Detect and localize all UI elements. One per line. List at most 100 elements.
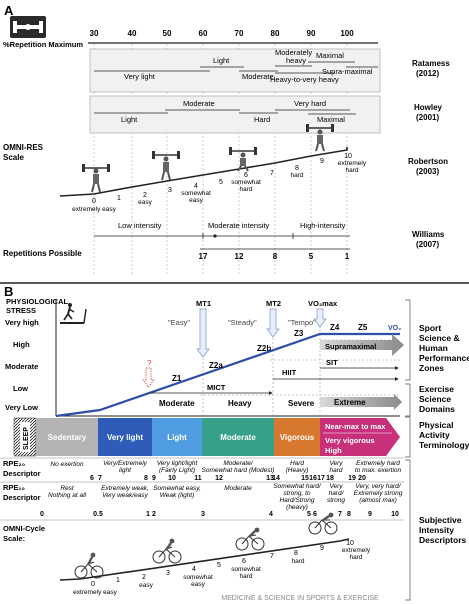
zone-labels: Z1 Z2a Z2b Z3 Z4 Z5 VO₂ bbox=[172, 323, 401, 383]
cyclist-icon bbox=[74, 552, 104, 579]
right-label: Physical bbox=[419, 420, 454, 430]
mt2-arrow bbox=[266, 308, 280, 338]
reps-value: 17 bbox=[199, 252, 208, 261]
rpe10-desc: Hard/Strong bbox=[279, 497, 314, 504]
robertson-ref-2: (2003) bbox=[416, 167, 439, 176]
right-label: Exercise bbox=[419, 384, 454, 394]
right-label: Subjective bbox=[419, 515, 462, 525]
tempo-steady: "Steady" bbox=[228, 318, 257, 327]
light-cell bbox=[152, 418, 202, 456]
reps-value: 5 bbox=[309, 252, 314, 261]
rpe20-desc: Extremely hard bbox=[356, 460, 400, 467]
tempo-tempo: "Tempo" bbox=[288, 318, 316, 327]
extreme-arrow bbox=[320, 394, 402, 410]
omni-cycle-label-2: Scale: bbox=[3, 534, 25, 543]
omni-cycle-desc: easy bbox=[139, 582, 153, 589]
sit-label: SIT bbox=[326, 358, 338, 367]
panel-a: A %Repetition Maximum 30 40 50 60 70 80 … bbox=[0, 3, 469, 284]
rpe10-desc: Moderate bbox=[224, 485, 252, 492]
scale-number: 9 bbox=[152, 475, 156, 482]
vigorous-label: Vigorous bbox=[280, 433, 315, 442]
ratamess-scale: Light Very light Moderate Moderately hea… bbox=[94, 48, 378, 84]
tick-label: 60 bbox=[199, 29, 208, 38]
omni-num: 6 bbox=[244, 172, 248, 179]
rpe10-desc: strong bbox=[327, 497, 345, 504]
ratamess-moderate: Moderate bbox=[242, 72, 274, 81]
rpe20-desc: Very light/light bbox=[157, 460, 199, 467]
omni-cycle-num: 10 bbox=[346, 540, 354, 547]
scale-number: 7 bbox=[338, 511, 342, 518]
scale-number: 6 bbox=[90, 475, 94, 482]
high-label: High bbox=[325, 446, 342, 455]
scale-number: 2 bbox=[152, 511, 156, 518]
rpe20-descriptors: No exertion Very/Extremely light Very li… bbox=[50, 460, 401, 474]
ratamess-ref-2: (2012) bbox=[416, 69, 439, 78]
panel-b: B PHYSIOLOGICAL STRESS Very high High Mo… bbox=[0, 284, 469, 602]
stress-label-2: STRESS bbox=[6, 306, 36, 315]
rpe20-desc: light bbox=[119, 467, 132, 474]
moderate-label: Moderate bbox=[220, 433, 256, 442]
howley-moderate: Moderate bbox=[183, 99, 215, 108]
ratamess-heavy-vh: Heavy-to-very heavy bbox=[270, 75, 339, 84]
omni-cycle-num: 7 bbox=[270, 553, 274, 560]
omni-num: 0 bbox=[92, 198, 96, 205]
omni-cycle-desc: hard bbox=[291, 558, 304, 565]
omni-res-label-2: Scale bbox=[3, 153, 24, 162]
hiit-label: HIIT bbox=[282, 368, 297, 377]
omni-cycle-desc: somewhat bbox=[183, 574, 213, 581]
scale-number: 11 bbox=[194, 475, 202, 482]
scale-number: 16 bbox=[309, 475, 317, 482]
tick-label: 40 bbox=[128, 29, 137, 38]
weightlifter-icon bbox=[82, 164, 110, 193]
rpe10-desc: Somewhat easy, bbox=[153, 485, 201, 492]
omni-cycle-num: 5 bbox=[217, 562, 221, 569]
rpe10-desc: Extremely strong bbox=[354, 490, 403, 497]
y-label: Low bbox=[13, 384, 28, 393]
domain-extreme: Extreme bbox=[334, 398, 366, 407]
panel-a-letter: A bbox=[4, 3, 14, 18]
mt1-label: MT1 bbox=[196, 299, 211, 308]
scale-number: 4 bbox=[269, 511, 273, 518]
scale-number: 5 bbox=[307, 511, 311, 518]
very-vigorous-label: Very vigorous bbox=[325, 436, 375, 445]
rpe10-desc: Very weak/easy bbox=[102, 492, 148, 499]
zone-z2a: Z2a bbox=[209, 361, 223, 370]
omni-res-descriptors: extremely easy easy somewhat easy somewh… bbox=[72, 160, 367, 213]
right-label: Intensity bbox=[419, 525, 454, 535]
omni-num: 7 bbox=[270, 170, 274, 177]
rpe20-desc: (Heavy) bbox=[286, 467, 309, 474]
omni-cycle-label-1: OMNI-Cycle bbox=[3, 524, 45, 533]
rpe10-desc: Very, very hard/ bbox=[355, 483, 401, 490]
question-arrow bbox=[142, 367, 155, 388]
rpe20-desc: (Fairly Light) bbox=[159, 467, 195, 474]
williams-ref-1: Williams bbox=[412, 230, 445, 239]
right-label: Sport bbox=[419, 323, 441, 333]
journal-watermark: MEDICINE & SCIENCE IN SPORTS & EXERCISE bbox=[221, 595, 379, 602]
reps-values: 17 12 8 5 1 bbox=[199, 252, 350, 261]
rpe20-desc: Very/Extremely bbox=[103, 460, 148, 467]
ratamess-light: Light bbox=[213, 56, 230, 65]
scale-number: 12 bbox=[215, 475, 223, 482]
rpe20-desc: Moderate/ bbox=[223, 460, 253, 467]
near-max-label: Near-max to max bbox=[325, 422, 386, 431]
rpe20-desc: Somewhat hard (Modest) bbox=[202, 467, 275, 474]
williams-moderate: Moderate intensity bbox=[208, 221, 270, 230]
omni-cycle-num: 8 bbox=[294, 550, 298, 557]
howley-very-hard: Very hard bbox=[294, 99, 326, 108]
ratamess-ref-1: Ratamess bbox=[412, 59, 450, 68]
omni-cycle-descriptors: extremely easy easy somewhat easy somewh… bbox=[73, 547, 371, 596]
vigorous-cell bbox=[274, 418, 320, 456]
rpe10-desc: Rest bbox=[60, 485, 75, 492]
williams-high: High-intensity bbox=[300, 221, 346, 230]
stress-label-1: PHYSIOLOGICAL bbox=[6, 297, 69, 306]
omni-num: 2 bbox=[143, 192, 147, 199]
scale-number: 13 bbox=[266, 475, 274, 482]
rpe20-desc: Hard bbox=[290, 460, 304, 467]
howley-maximal: Maximal bbox=[317, 115, 345, 124]
rpe20-desc: Very bbox=[329, 460, 343, 467]
stress-y-axis-labels: Very high High Moderate Low Very Low bbox=[5, 318, 39, 412]
omni-res-label-1: OMNI-RES bbox=[3, 143, 44, 152]
rpe10-label-2: Descriptor bbox=[3, 493, 41, 502]
